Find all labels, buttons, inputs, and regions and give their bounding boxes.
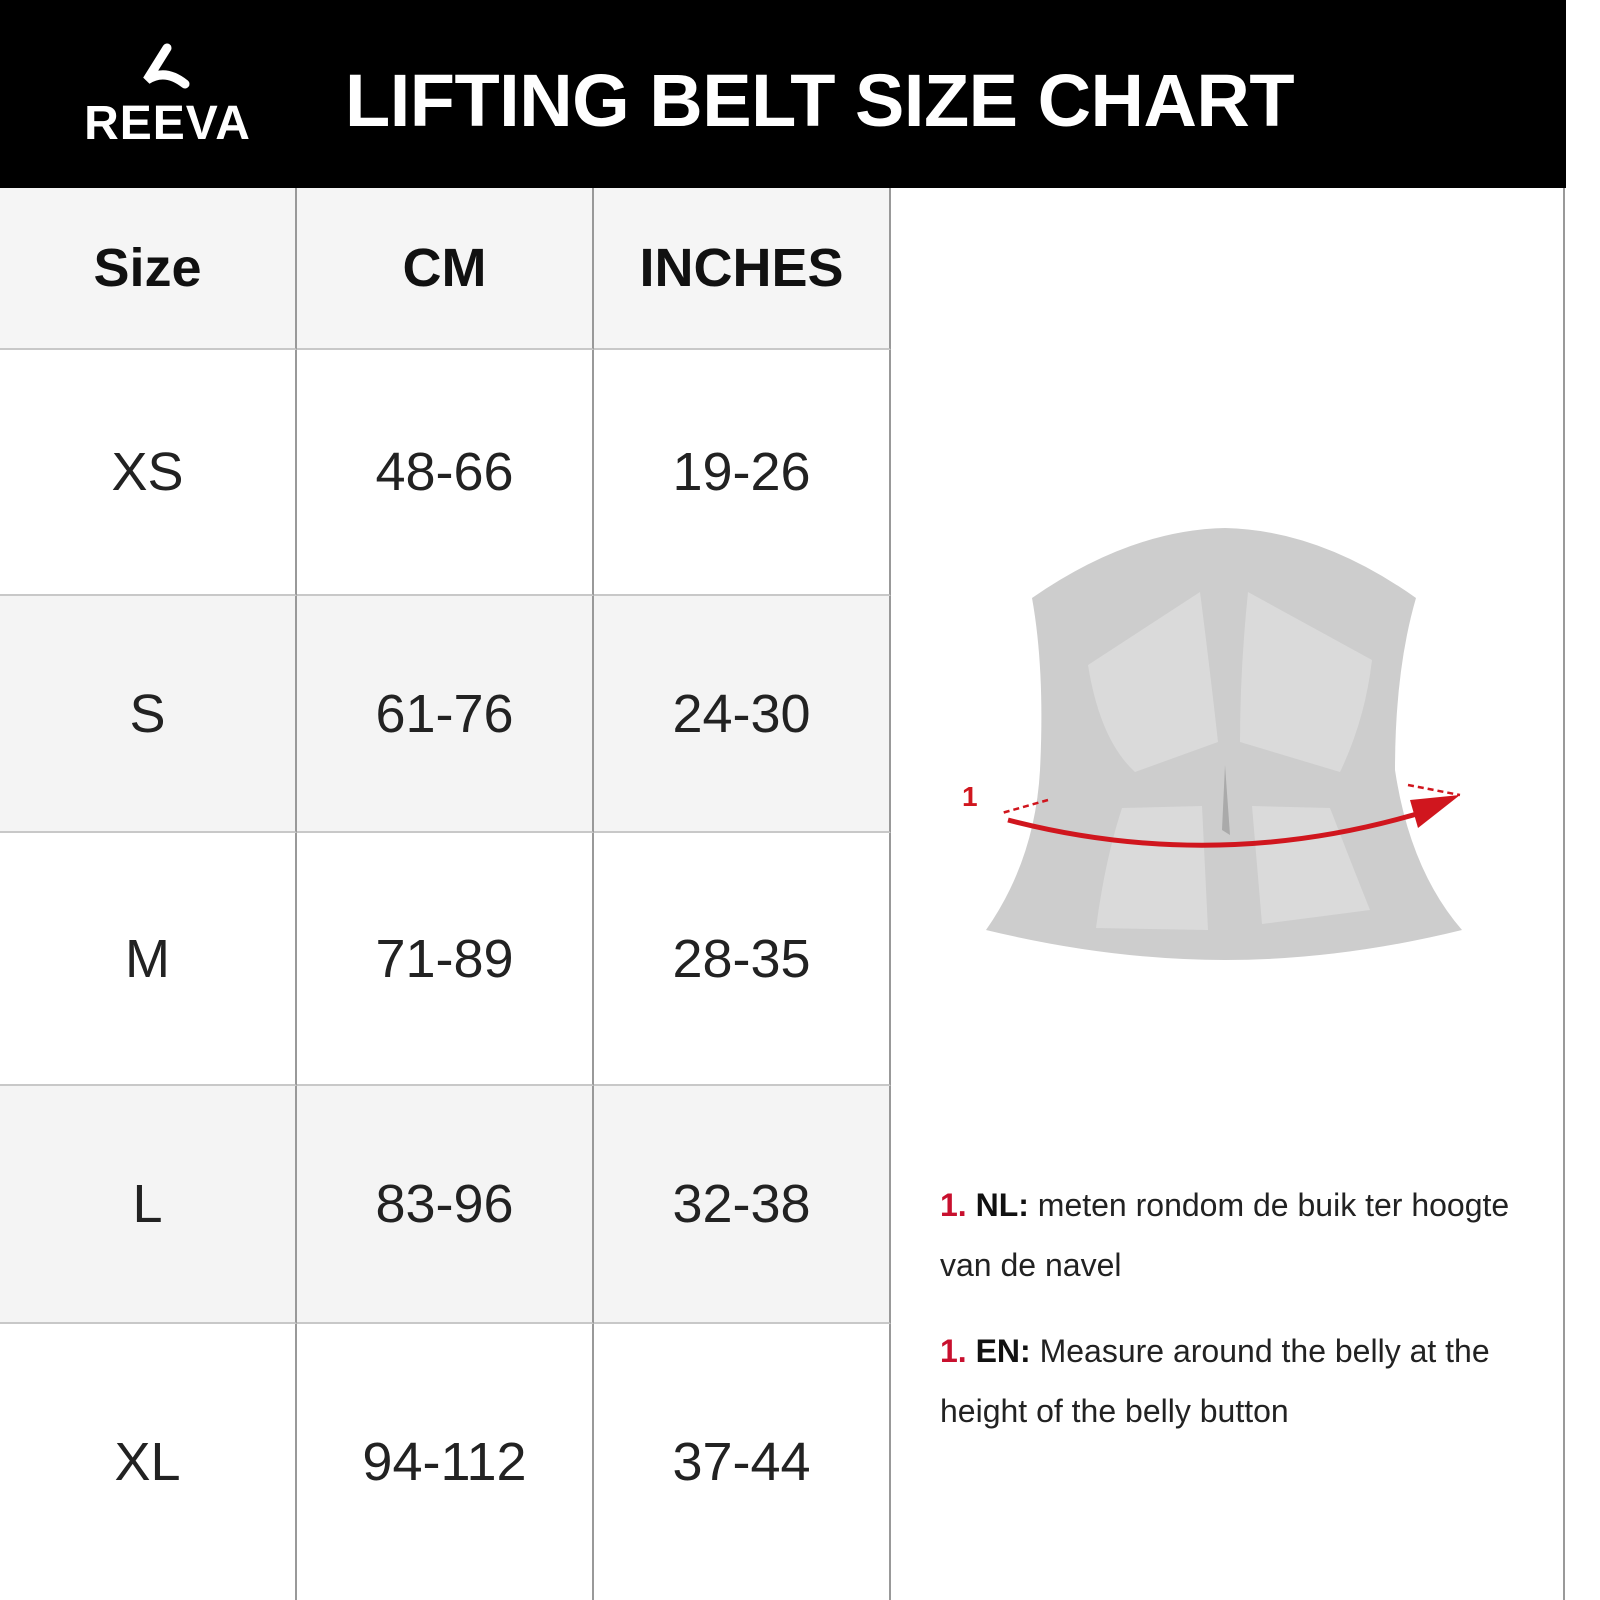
ab-muscle [1088,592,1218,772]
note-number: 1. [940,1187,967,1223]
size-cell: XS [0,350,297,596]
column-header-cm: CM [297,188,594,350]
logo-mark-icon [143,43,190,89]
marker-label: 1 [962,781,978,812]
inches-cell: 32-38 [594,1086,891,1324]
brand-logo: REEVA [55,40,280,150]
torso-shape [986,528,1462,960]
inches-cell: 19-26 [594,350,891,596]
size-cell: S [0,596,297,833]
note-text: meten rondom de buik ter hoogte van de n… [940,1187,1510,1283]
header-banner: REEVA LIFTING BELT SIZE CHART [0,0,1566,188]
note-language: NL: [975,1187,1029,1223]
note-language: EN: [975,1333,1031,1369]
ab-muscle [1096,806,1208,930]
ab-muscle [1252,806,1370,924]
inches-cell: 37-44 [594,1324,891,1600]
column-header-size: Size [0,188,297,350]
inches-cell: 24-30 [594,596,891,833]
measurement-notes: 1. NL: meten rondom de buik ter hoogte v… [940,1175,1540,1467]
note-text: Measure around the belly at the height o… [940,1333,1490,1429]
cm-cell: 61-76 [297,596,594,833]
note-number: 1. [940,1333,967,1369]
column-header-inches: INCHES [594,188,891,350]
measurement-arrow [1007,807,1431,848]
size-table-frame [0,188,1565,1600]
cm-cell: 48-66 [297,350,594,596]
belly-button-icon [1222,765,1230,835]
size-cell: XL [0,1324,297,1600]
page-title: LIFTING BELT SIZE CHART [345,59,1295,142]
waist-measurement-illustration: 1 [962,528,1462,960]
note-nl: 1. NL: meten rondom de buik ter hoogte v… [940,1175,1540,1295]
ab-muscle [1240,592,1372,772]
inches-cell: 28-35 [594,833,891,1086]
cm-cell: 71-89 [297,833,594,1086]
note-en: 1. EN: Measure around the belly at the h… [940,1321,1540,1441]
size-cell: L [0,1086,297,1324]
size-cell: M [0,833,297,1086]
cm-cell: 94-112 [297,1324,594,1600]
arrowhead-icon [1410,795,1460,828]
logo-text: REEVA [84,97,251,150]
cm-cell: 83-96 [297,1086,594,1324]
